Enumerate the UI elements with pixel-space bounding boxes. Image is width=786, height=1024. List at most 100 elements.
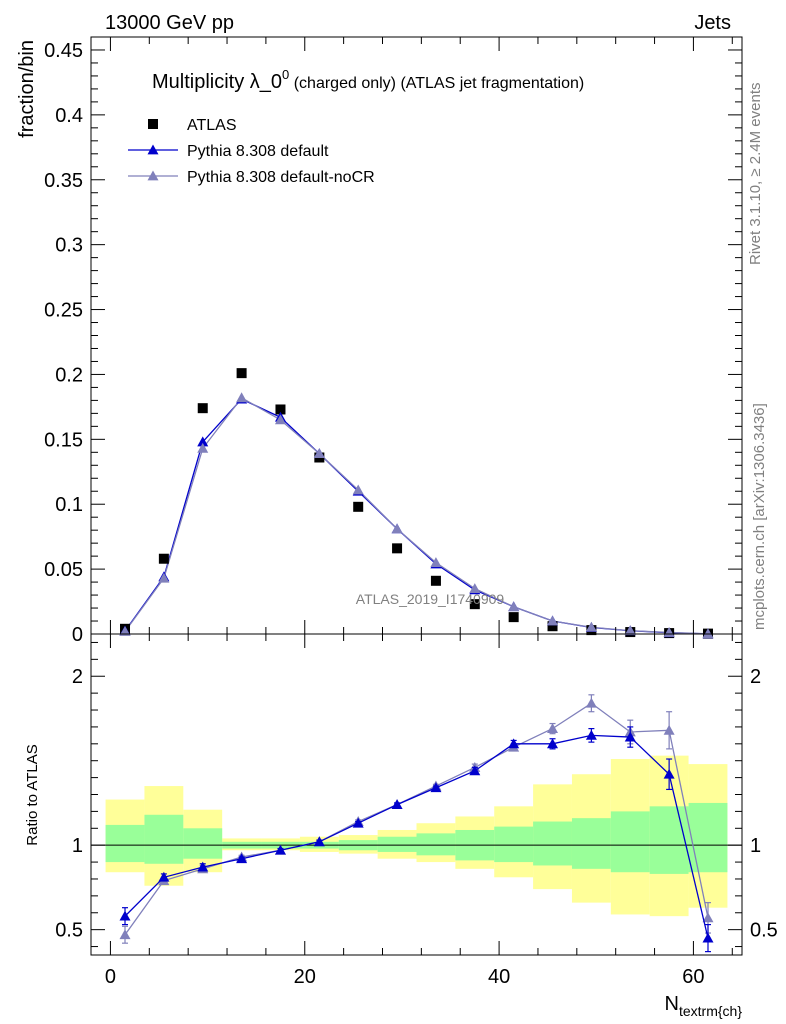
plot-title: Multiplicity λ_00 (charged only) (ATLAS … bbox=[152, 67, 584, 93]
y-tick-label-top: 0.1 bbox=[55, 494, 83, 516]
legend-marker-triangle bbox=[147, 170, 159, 181]
green-band-segment bbox=[649, 806, 689, 874]
legend-entry: Pythia 8.308 default bbox=[187, 143, 329, 160]
ratio-plot-panel: 0.5 0.51 12 20 20 40 60 Ratio to ATLAS Ntextrm… bbox=[24, 633, 778, 1019]
pythia-nocr-point bbox=[119, 626, 131, 636]
pythia-nocr-point bbox=[547, 615, 559, 626]
green-band-segment bbox=[533, 821, 572, 866]
ratio-point bbox=[391, 799, 403, 810]
pythia-nocr-point bbox=[469, 583, 481, 593]
ratio-point bbox=[624, 731, 636, 742]
y-tick-label-top: 0.05 bbox=[44, 559, 83, 581]
ratio-point bbox=[547, 723, 559, 734]
green-band-segment bbox=[377, 836, 417, 852]
ratio-series-line bbox=[124, 734, 709, 939]
ratio-point bbox=[119, 910, 131, 921]
ratio-point bbox=[663, 768, 675, 779]
atlas-data-point bbox=[469, 599, 480, 610]
atlas-data-point bbox=[275, 404, 286, 415]
pythia-nocr-point bbox=[197, 442, 209, 453]
plot-title-sup: 0 bbox=[282, 67, 289, 82]
y-tick-label-ratio: 0.5 bbox=[55, 920, 83, 942]
x-tick-label: 60 bbox=[682, 966, 704, 988]
x-tick-label: 40 bbox=[488, 966, 510, 988]
x-axis-label-sub: textrm{ch} bbox=[679, 1003, 742, 1019]
atlas-data-point bbox=[547, 621, 558, 632]
rivet-label: Rivet 3.1.10, ≥ 2.4M events bbox=[747, 83, 764, 266]
pythia-nocr-point bbox=[430, 557, 442, 568]
ratio-point bbox=[702, 912, 714, 923]
ratio-point bbox=[197, 861, 209, 872]
y-tick-label-top: 0.2 bbox=[55, 364, 83, 386]
series-line bbox=[124, 396, 709, 635]
legend-marker-atlas bbox=[148, 119, 158, 129]
ratio-point bbox=[702, 932, 714, 943]
pythia-nocr-point bbox=[352, 484, 364, 495]
y-tick-label-ratio-right: 2 bbox=[750, 666, 761, 688]
ratio-point bbox=[663, 724, 675, 735]
plot-title-rest: (charged only) (ATLAS jet fragmentation) bbox=[289, 75, 584, 92]
legend: ATLAS Pythia 8.308 default Pythia 8.308 de… bbox=[128, 117, 375, 186]
mcplots-label: mcplots.cern.ch [arXiv:1306.3436] bbox=[751, 403, 768, 630]
ratio-point bbox=[547, 738, 559, 749]
pythia-nocr-point bbox=[313, 448, 325, 459]
atlas-data-point bbox=[430, 575, 441, 586]
green-band-segment bbox=[416, 833, 456, 856]
ratio-point bbox=[352, 817, 364, 828]
y-axis-label-ratio: Ratio to ATLAS bbox=[24, 744, 41, 845]
y-tick-label-ratio: 1 bbox=[72, 835, 83, 857]
ratio-point bbox=[313, 836, 325, 847]
pythia-nocr-point bbox=[702, 628, 714, 639]
legend-entry: ATLAS bbox=[187, 117, 237, 134]
pythia-nocr-point bbox=[274, 414, 286, 425]
atlas-data-point bbox=[197, 403, 208, 414]
y-tick-label-ratio: 2 bbox=[72, 666, 83, 688]
ratio-point bbox=[119, 929, 131, 940]
ratio-point bbox=[158, 871, 170, 882]
ratio-point bbox=[469, 765, 481, 776]
ratio-point bbox=[430, 782, 442, 793]
plot-title-main: Multiplicity λ_0 bbox=[152, 71, 282, 93]
ratio-point bbox=[274, 844, 286, 855]
ratio-point bbox=[236, 853, 248, 864]
y-tick-label-top: 0.4 bbox=[55, 105, 83, 127]
x-axis-label-main: N bbox=[665, 993, 679, 1015]
atlas-data-point bbox=[158, 553, 169, 564]
header-left: 13000 GeV pp bbox=[105, 12, 234, 34]
green-band-segment bbox=[571, 818, 611, 869]
ratio-point bbox=[508, 738, 520, 749]
pythia-nocr-point bbox=[391, 523, 403, 534]
atlas-data-point bbox=[508, 612, 519, 623]
ratio-plot-ticks: 0.5 0.51 12 20 20 40 60 bbox=[55, 634, 778, 988]
y-tick-label-ratio-right: 1 bbox=[750, 835, 761, 857]
y-tick-label-top: 0.45 bbox=[44, 40, 83, 62]
green-band-segment bbox=[494, 826, 534, 863]
pythia-default-point bbox=[197, 436, 209, 447]
green-band-segment bbox=[144, 814, 184, 864]
pythia-nocr-point bbox=[508, 601, 520, 612]
y-tick-label-top: 0.15 bbox=[44, 429, 83, 451]
x-axis-label: Ntextrm{ch} bbox=[665, 993, 743, 1019]
pythia-nocr-point bbox=[585, 621, 597, 632]
green-band-segment bbox=[688, 802, 728, 873]
pythia-nocr-point bbox=[624, 625, 636, 636]
uncertainty-bands bbox=[91, 755, 742, 917]
atlas-data-point bbox=[392, 543, 403, 554]
y-tick-label-top: 0.3 bbox=[55, 235, 83, 257]
header-right: Jets bbox=[694, 12, 731, 34]
ratio-plot-marks bbox=[119, 694, 714, 953]
ratio-point bbox=[585, 697, 597, 708]
y-axis-label-top: fraction/bin bbox=[16, 40, 38, 138]
legend-entry: Pythia 8.308 default-noCR bbox=[187, 169, 375, 186]
y-tick-label-top: 0.35 bbox=[44, 170, 83, 192]
y-tick-label-ratio-right: 0.5 bbox=[750, 920, 778, 942]
ratio-point bbox=[585, 729, 597, 740]
x-tick-label: 20 bbox=[294, 966, 316, 988]
y-tick-label-top: 0 bbox=[72, 624, 83, 646]
atlas-data-point bbox=[236, 368, 247, 379]
y-tick-label-top: 0.25 bbox=[44, 300, 83, 322]
green-band-segment bbox=[105, 824, 145, 863]
main-plot-ticks: 0 0.05 0.1 0.15 0.2 0.25 0.3 0.35 0.4 0.45 bbox=[44, 37, 742, 646]
pythia-nocr-point bbox=[236, 392, 248, 403]
